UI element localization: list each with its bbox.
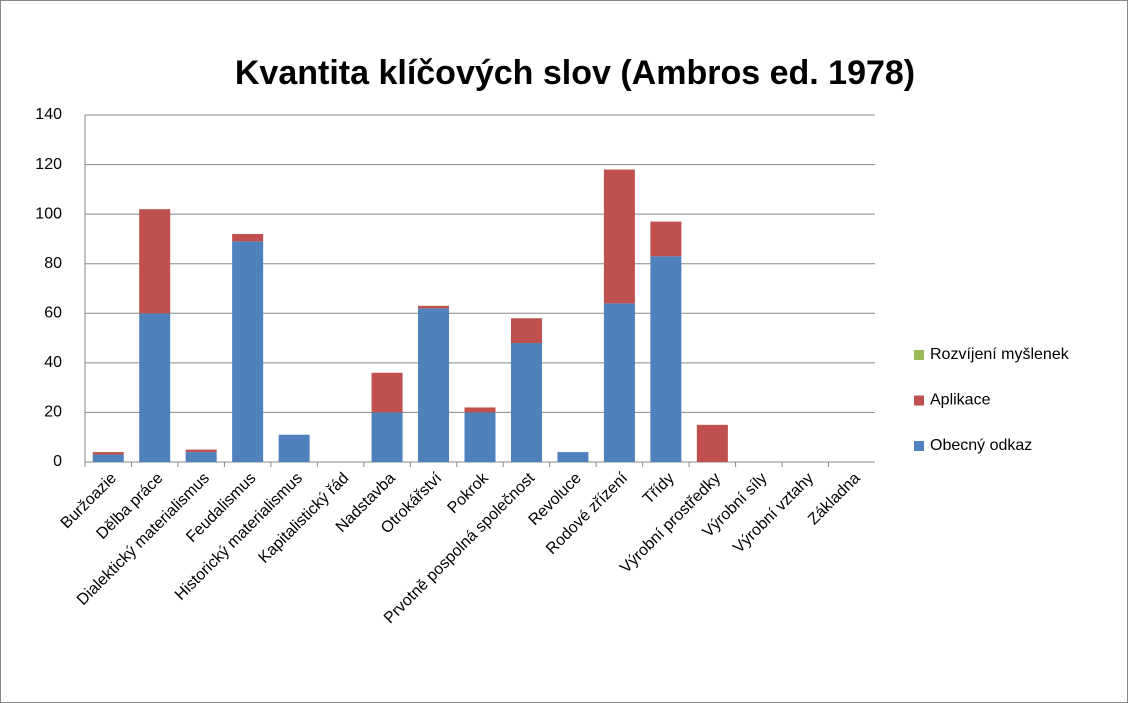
y-tick-label: 60 [44,305,62,322]
bar-segment [603,303,635,462]
legend-swatch [914,350,924,360]
legend-label: Obecný odkaz [930,437,1032,454]
bar-segment [371,372,403,413]
legend-label: Rozvíjení myšlenek [930,346,1070,363]
bar-segment [510,343,542,462]
bar-segment [92,454,124,462]
bar-segment [464,407,496,413]
bar-segment [557,452,589,462]
bar-segment [139,313,171,462]
bar-segment [278,434,310,462]
legend-label: Aplikace [930,392,991,409]
bar-segment [232,241,264,462]
bar-segment [371,412,403,462]
bar-segment [464,412,496,462]
chart-title: Kvantita klíčových slov (Ambros ed. 1978… [235,54,915,92]
bar-segment [650,256,682,462]
legend-swatch [914,441,924,451]
bar-segment [139,209,171,314]
bar-segment [418,308,450,462]
bar-segment [185,449,217,453]
bar-segment [603,169,635,304]
bar-segment [418,305,450,309]
bar-segment [232,233,264,242]
y-tick-label: 40 [44,354,62,371]
y-tick-label: 100 [35,205,62,222]
y-tick-label: 20 [44,404,62,421]
bar-segment [92,452,124,455]
bar-segment [510,318,542,344]
bar-segment [650,221,682,257]
y-tick-label: 0 [53,453,62,470]
y-tick-label: 140 [35,106,62,123]
bar-segment [185,452,217,462]
bar-segment [696,424,728,462]
y-tick-label: 80 [44,255,62,272]
y-tick-label: 120 [35,156,62,173]
legend-swatch [914,395,924,406]
